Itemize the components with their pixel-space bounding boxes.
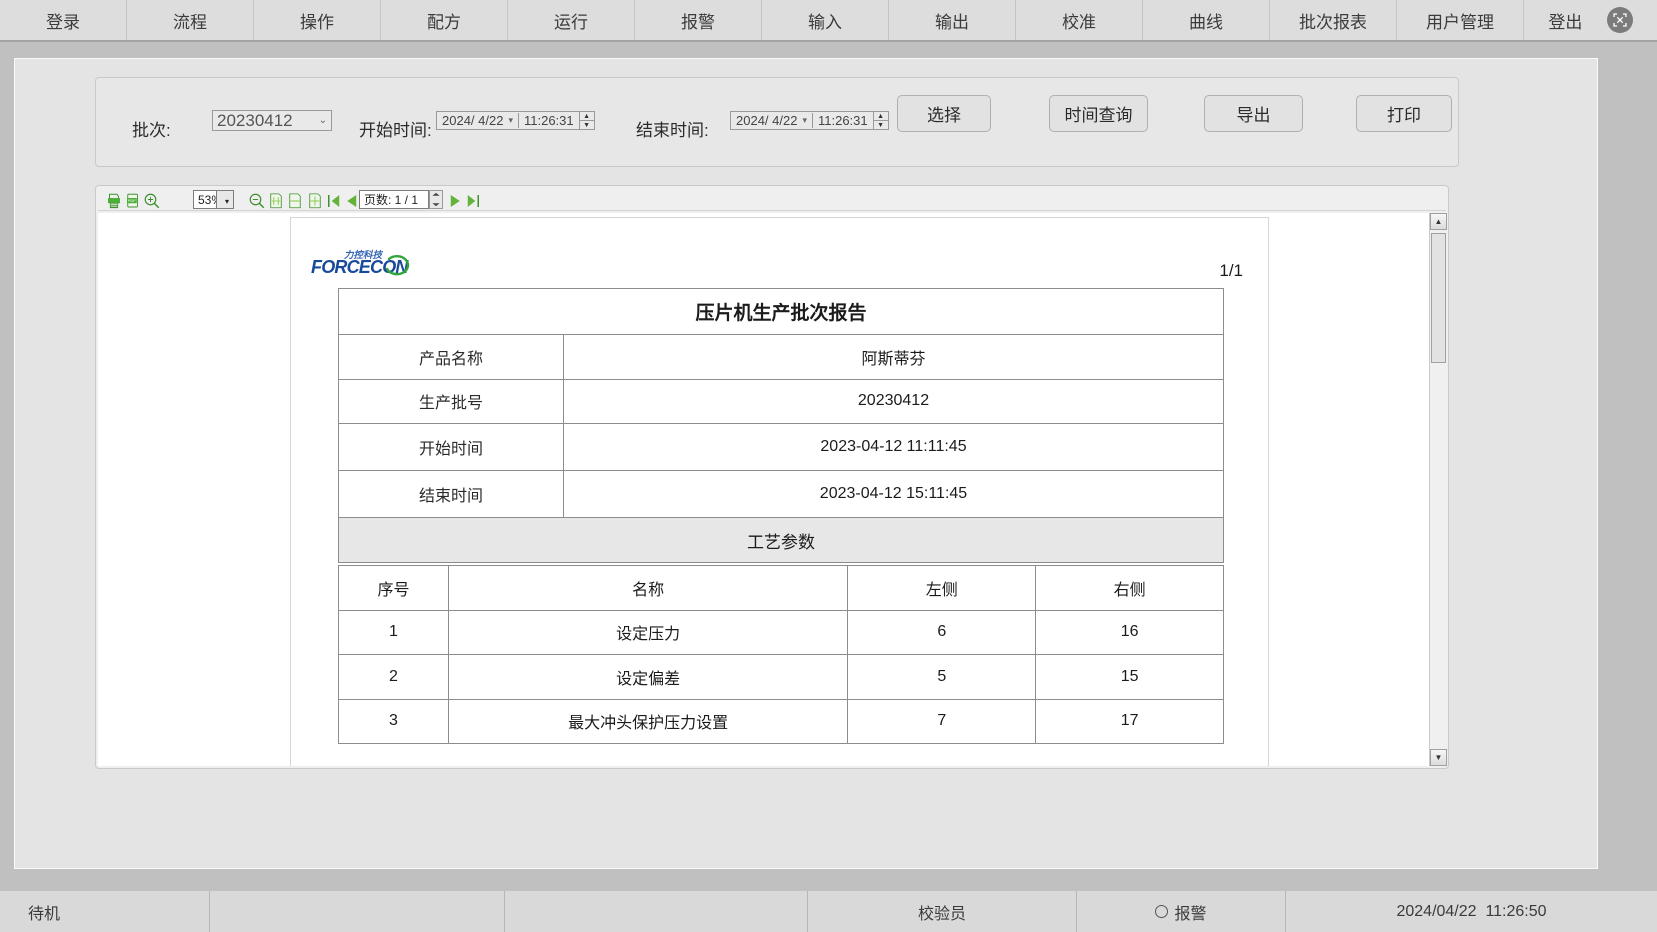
svg-text:PDF: PDF xyxy=(128,198,137,203)
